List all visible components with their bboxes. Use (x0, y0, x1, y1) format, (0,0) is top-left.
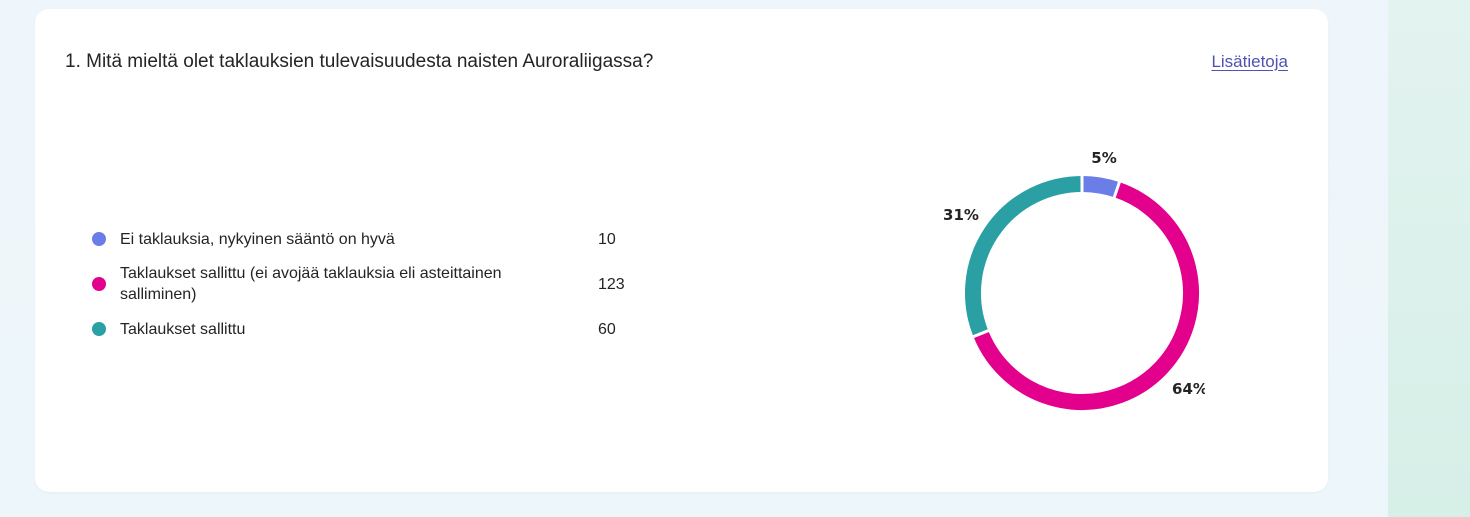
legend-item: Taklaukset sallittu 60 (92, 317, 652, 341)
legend-count: 60 (598, 320, 616, 338)
legend-label: Ei taklauksia, nykyinen sääntö on hyvä (120, 230, 395, 248)
donut-slice[interactable] (973, 182, 1199, 410)
question-card: 1. Mitä mieltä olet taklauksien tulevais… (35, 9, 1328, 492)
legend-count: 123 (598, 275, 625, 293)
more-details-link[interactable]: Lisätietoja (1211, 52, 1288, 71)
legend-item: Ei taklauksia, nykyinen sääntö on hyvä 1… (92, 227, 652, 251)
donut-chart: 5% 64% 31% (885, 129, 1205, 429)
slice-percent-label: 31% (943, 206, 979, 224)
legend-dot-icon (92, 232, 106, 246)
chart-legend: Ei taklauksia, nykyinen sääntö on hyvä 1… (92, 227, 652, 341)
right-side-panel (1388, 0, 1470, 517)
legend-label: Taklaukset sallittu (120, 320, 246, 338)
donut-slice[interactable] (965, 176, 1083, 337)
legend-dot-icon (92, 277, 106, 291)
legend-label: Taklaukset sallittu (ei avojää taklauksi… (120, 265, 502, 303)
legend-count: 10 (598, 230, 616, 248)
slice-separator (971, 328, 990, 339)
question-title: 1. Mitä mieltä olet taklauksien tulevais… (65, 51, 654, 72)
slice-percent-label: 64% (1172, 380, 1205, 398)
slice-separator (1112, 180, 1122, 199)
legend-item: Taklaukset sallittu (ei avojää taklauksi… (92, 261, 652, 307)
donut-chart-svg: 5% 64% 31% (943, 149, 1205, 410)
slice-percent-label: 5% (1091, 149, 1116, 167)
legend-dot-icon (92, 322, 106, 336)
donut-slice[interactable] (1081, 176, 1120, 198)
